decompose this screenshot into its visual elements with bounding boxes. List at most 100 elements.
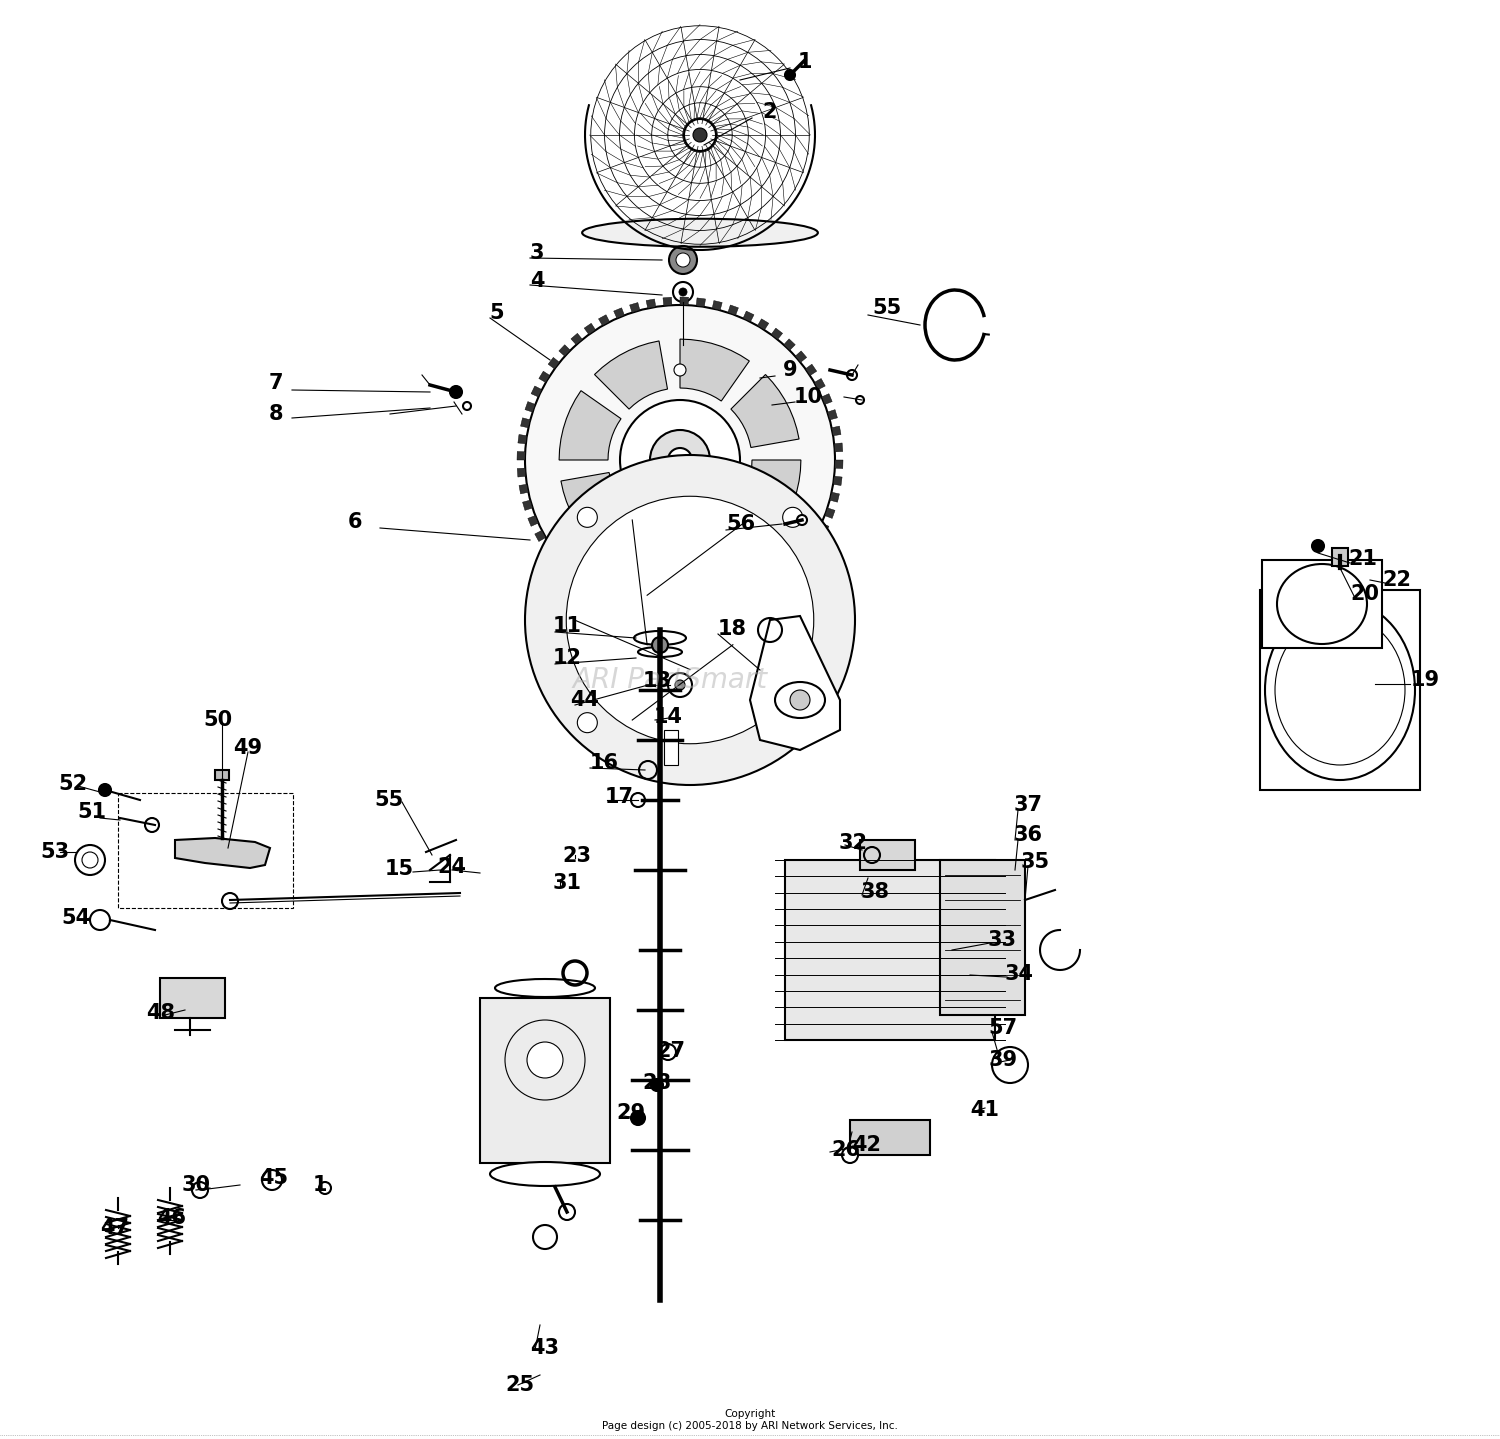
Circle shape <box>560 1204 574 1220</box>
Text: 9: 9 <box>783 360 798 380</box>
Circle shape <box>525 455 855 786</box>
Text: 13: 13 <box>642 671 672 691</box>
FancyBboxPatch shape <box>480 999 610 1163</box>
Circle shape <box>99 784 111 796</box>
Polygon shape <box>777 576 789 587</box>
Polygon shape <box>801 551 812 563</box>
Polygon shape <box>771 328 783 340</box>
Circle shape <box>526 1042 562 1078</box>
Polygon shape <box>531 386 542 397</box>
Circle shape <box>578 508 597 527</box>
Text: 6: 6 <box>348 512 363 532</box>
Circle shape <box>620 400 740 519</box>
Text: 50: 50 <box>204 709 232 730</box>
Text: 55: 55 <box>873 298 901 318</box>
Polygon shape <box>584 324 596 335</box>
Text: 1: 1 <box>312 1176 327 1194</box>
Text: 11: 11 <box>552 616 582 636</box>
Text: 56: 56 <box>726 514 756 534</box>
Text: 23: 23 <box>562 846 591 866</box>
Text: 49: 49 <box>234 738 262 758</box>
Text: 55: 55 <box>375 790 404 810</box>
FancyBboxPatch shape <box>214 770 230 780</box>
Polygon shape <box>594 341 668 409</box>
Text: 24: 24 <box>438 858 466 876</box>
Text: 37: 37 <box>1014 794 1042 814</box>
Polygon shape <box>564 570 576 581</box>
Text: 42: 42 <box>852 1135 882 1156</box>
Polygon shape <box>606 599 616 609</box>
Circle shape <box>783 712 802 732</box>
FancyBboxPatch shape <box>784 861 994 1040</box>
Polygon shape <box>825 508 836 518</box>
Circle shape <box>790 689 810 709</box>
Circle shape <box>75 845 105 875</box>
FancyBboxPatch shape <box>1332 548 1348 566</box>
Text: 46: 46 <box>158 1207 186 1227</box>
FancyBboxPatch shape <box>1262 560 1382 648</box>
Text: 27: 27 <box>657 1040 686 1061</box>
Text: 45: 45 <box>260 1168 288 1189</box>
Polygon shape <box>598 315 609 325</box>
Ellipse shape <box>490 1163 600 1186</box>
Text: 25: 25 <box>506 1376 534 1394</box>
Circle shape <box>992 1048 1028 1084</box>
Text: 34: 34 <box>1005 964 1034 984</box>
Polygon shape <box>672 614 680 623</box>
Text: Copyright
Page design (c) 2005-2018 by ARI Network Services, Inc.: Copyright Page design (c) 2005-2018 by A… <box>602 1409 898 1430</box>
Polygon shape <box>520 417 531 427</box>
Circle shape <box>567 496 813 744</box>
Polygon shape <box>578 580 590 591</box>
Circle shape <box>783 508 802 527</box>
Polygon shape <box>663 298 672 307</box>
Text: 20: 20 <box>1350 584 1380 604</box>
Polygon shape <box>621 604 632 614</box>
Ellipse shape <box>634 630 686 645</box>
Polygon shape <box>833 476 842 485</box>
Text: 5: 5 <box>489 304 504 322</box>
Circle shape <box>680 288 687 296</box>
Text: 29: 29 <box>616 1104 645 1122</box>
Circle shape <box>660 1045 676 1061</box>
Polygon shape <box>610 519 680 581</box>
FancyBboxPatch shape <box>160 979 225 1017</box>
Circle shape <box>784 71 795 81</box>
Circle shape <box>842 1147 858 1163</box>
Polygon shape <box>740 460 801 530</box>
Circle shape <box>146 817 159 832</box>
Circle shape <box>578 712 597 732</box>
Text: 21: 21 <box>1348 550 1377 568</box>
Text: 14: 14 <box>654 707 682 727</box>
Polygon shape <box>654 613 664 622</box>
Polygon shape <box>572 334 582 345</box>
Polygon shape <box>528 515 538 527</box>
Text: 32: 32 <box>839 833 867 853</box>
Circle shape <box>596 499 608 511</box>
Circle shape <box>632 793 645 807</box>
Circle shape <box>693 128 706 142</box>
Polygon shape <box>742 311 754 322</box>
Polygon shape <box>834 443 843 452</box>
Text: 12: 12 <box>552 648 582 668</box>
Circle shape <box>684 119 716 151</box>
FancyBboxPatch shape <box>1260 590 1420 790</box>
Polygon shape <box>831 426 842 436</box>
Text: 18: 18 <box>717 619 747 639</box>
Text: 36: 36 <box>1014 825 1042 845</box>
Polygon shape <box>815 378 825 390</box>
Text: 30: 30 <box>182 1176 210 1194</box>
Text: 47: 47 <box>100 1217 129 1238</box>
Polygon shape <box>806 364 816 376</box>
Text: 16: 16 <box>590 753 618 773</box>
Polygon shape <box>789 564 801 576</box>
Circle shape <box>450 386 462 399</box>
Polygon shape <box>646 299 656 308</box>
Circle shape <box>796 515 807 525</box>
Ellipse shape <box>638 648 682 658</box>
Text: 38: 38 <box>861 882 889 902</box>
Polygon shape <box>525 401 536 412</box>
Text: 31: 31 <box>552 873 582 894</box>
Text: 53: 53 <box>40 842 69 862</box>
Polygon shape <box>704 612 714 622</box>
Polygon shape <box>560 390 621 460</box>
